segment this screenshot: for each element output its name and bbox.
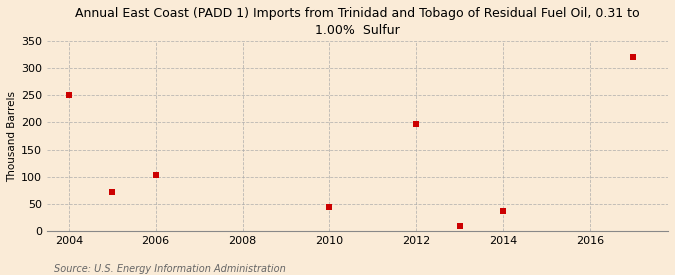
Title: Annual East Coast (PADD 1) Imports from Trinidad and Tobago of Residual Fuel Oil: Annual East Coast (PADD 1) Imports from … [76,7,640,37]
Point [411,122,422,126]
Point [63,93,74,97]
Point [628,55,639,59]
Point [107,190,117,194]
Y-axis label: Thousand Barrels: Thousand Barrels [7,90,17,182]
Point [497,209,508,213]
Point [454,224,465,228]
Point [151,173,161,177]
Point [324,205,335,209]
Text: Source: U.S. Energy Information Administration: Source: U.S. Energy Information Administ… [54,264,286,274]
